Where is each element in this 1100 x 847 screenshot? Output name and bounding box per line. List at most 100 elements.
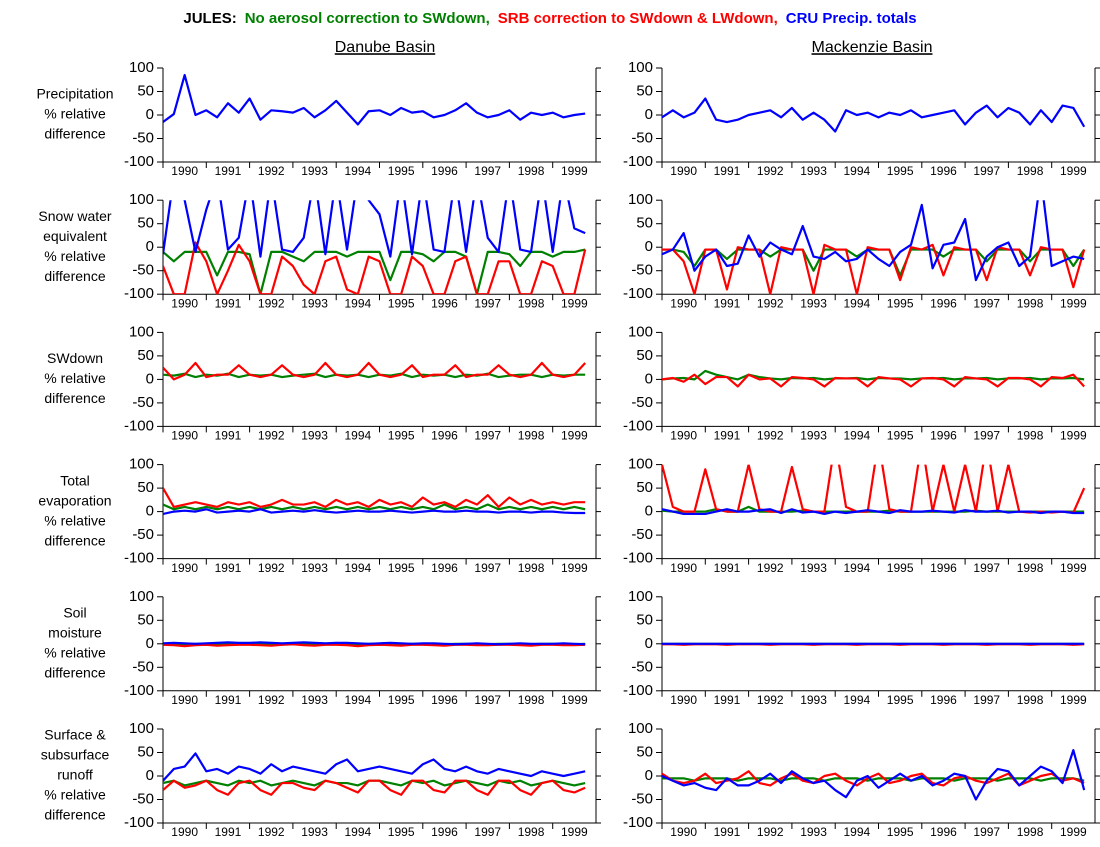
y-tick-label: -50 [132, 526, 154, 543]
y-tick-label: 50 [137, 347, 154, 364]
x-tick-label: 1997 [973, 825, 1000, 839]
row-label: difference [44, 126, 105, 142]
series-line [163, 641, 586, 646]
x-tick-label: 1998 [1017, 164, 1044, 178]
x-tick-label: 1990 [171, 429, 198, 443]
y-tick-label: 100 [628, 323, 653, 340]
x-tick-label: 1994 [843, 825, 870, 839]
y-tick-label: -50 [132, 129, 154, 146]
x-tick-label: 1995 [887, 296, 914, 310]
x-tick-label: 1994 [344, 296, 371, 310]
series-line [662, 749, 1086, 801]
x-tick-label: 1990 [670, 429, 697, 443]
x-tick-label: 1998 [518, 693, 545, 707]
x-tick-label: 1991 [215, 164, 242, 178]
x-tick-label: 1995 [887, 164, 914, 178]
x-tick-label: 1994 [344, 693, 371, 707]
x-tick-label: 1998 [1017, 825, 1044, 839]
x-tick-label: 1991 [714, 825, 741, 839]
row-label: Soil [63, 605, 86, 621]
x-tick-label: 1991 [215, 693, 242, 707]
y-tick-label: -100 [124, 814, 154, 831]
y-tick-label: -50 [132, 658, 154, 675]
x-tick-label: 1999 [561, 429, 588, 443]
x-tick-label: 1993 [301, 693, 328, 707]
x-tick-label: 1998 [1017, 693, 1044, 707]
x-tick-label: 1992 [258, 561, 285, 575]
x-tick-label: 1998 [518, 825, 545, 839]
x-tick-label: 1993 [800, 825, 827, 839]
y-tick-label: -100 [124, 285, 154, 302]
x-tick-label: 1998 [518, 296, 545, 310]
series-line [163, 361, 586, 381]
x-tick-label: 1998 [518, 429, 545, 443]
y-tick-label: -50 [631, 790, 653, 807]
series-line [163, 241, 587, 295]
row-label: Precipitation [36, 86, 113, 102]
row-label: % relative [44, 248, 106, 264]
y-tick-label: 100 [129, 720, 154, 737]
x-tick-label: 1992 [757, 561, 784, 575]
panel: -100 -50 0 50 100 1990 1991 1992 1993 1994 1995 199… [124, 191, 601, 310]
series-line [662, 464, 1086, 514]
panel: -100 -50 0 50 100 1990 1991 1992 1993 1994 1995 199… [623, 588, 1100, 707]
y-tick-label: -100 [623, 153, 653, 170]
x-tick-label: 1994 [843, 429, 870, 443]
y-tick-label: 100 [129, 323, 154, 340]
x-tick-label: 1993 [301, 561, 328, 575]
y-tick-label: 0 [645, 503, 653, 520]
x-tick-label: 1993 [301, 296, 328, 310]
row-label: difference [44, 532, 105, 548]
column-header: Mackenzie Basin [812, 39, 933, 56]
x-tick-label: 1998 [518, 561, 545, 575]
x-tick-label: 1996 [930, 825, 957, 839]
series-line [163, 503, 586, 511]
row-label: Surface & [44, 727, 106, 743]
x-tick-label: 1999 [1060, 561, 1087, 575]
series-line [163, 779, 586, 796]
y-tick-label: -100 [124, 682, 154, 699]
row-label: % relative [44, 512, 106, 528]
title-part: JULES: [183, 10, 236, 27]
x-tick-label: 1993 [800, 693, 827, 707]
y-tick-label: -50 [631, 394, 653, 411]
panel: -100 -50 0 50 100 1990 1991 1992 1993 1994 1995 199… [124, 588, 601, 707]
x-tick-label: 1998 [518, 164, 545, 178]
x-tick-label: 1997 [474, 693, 501, 707]
row-label: subsurface [41, 747, 110, 763]
x-tick-label: 1995 [887, 561, 914, 575]
y-tick-label: 0 [645, 370, 653, 387]
x-tick-label: 1996 [431, 825, 458, 839]
x-tick-label: 1999 [1060, 164, 1087, 178]
row-label: difference [44, 268, 105, 284]
y-tick-label: -50 [631, 129, 653, 146]
x-tick-label: 1992 [258, 825, 285, 839]
y-tick-label: 100 [129, 191, 154, 208]
x-tick-label: 1999 [1060, 296, 1087, 310]
panel: -100 -50 0 50 100 1990 1991 1992 1993 1994 1995 199… [623, 59, 1100, 178]
y-tick-label: 50 [137, 82, 154, 99]
title-part: No aerosol correction to SWdown, [245, 10, 490, 27]
column-header: Danube Basin [335, 39, 436, 56]
x-tick-label: 1996 [930, 561, 957, 575]
x-tick-label: 1998 [1017, 296, 1044, 310]
y-tick-label: 0 [645, 106, 653, 123]
x-tick-label: 1991 [714, 693, 741, 707]
y-tick-label: -100 [124, 153, 154, 170]
x-tick-label: 1990 [670, 164, 697, 178]
x-tick-label: 1996 [431, 164, 458, 178]
x-tick-label: 1992 [258, 164, 285, 178]
panels: Precipitation % relative difference Snow wa… [36, 59, 1100, 839]
series-line [163, 200, 586, 258]
x-tick-label: 1991 [714, 429, 741, 443]
row-label: % relative [44, 645, 106, 661]
x-tick-label: 1993 [800, 164, 827, 178]
x-tick-label: 1995 [887, 693, 914, 707]
row-label: moisture [48, 625, 102, 641]
y-tick-label: -100 [623, 550, 653, 567]
x-tick-label: 1994 [344, 825, 371, 839]
x-tick-label: 1997 [973, 561, 1000, 575]
series-line [163, 487, 586, 508]
row-label: Total [60, 472, 90, 488]
x-tick-label: 1999 [561, 296, 588, 310]
